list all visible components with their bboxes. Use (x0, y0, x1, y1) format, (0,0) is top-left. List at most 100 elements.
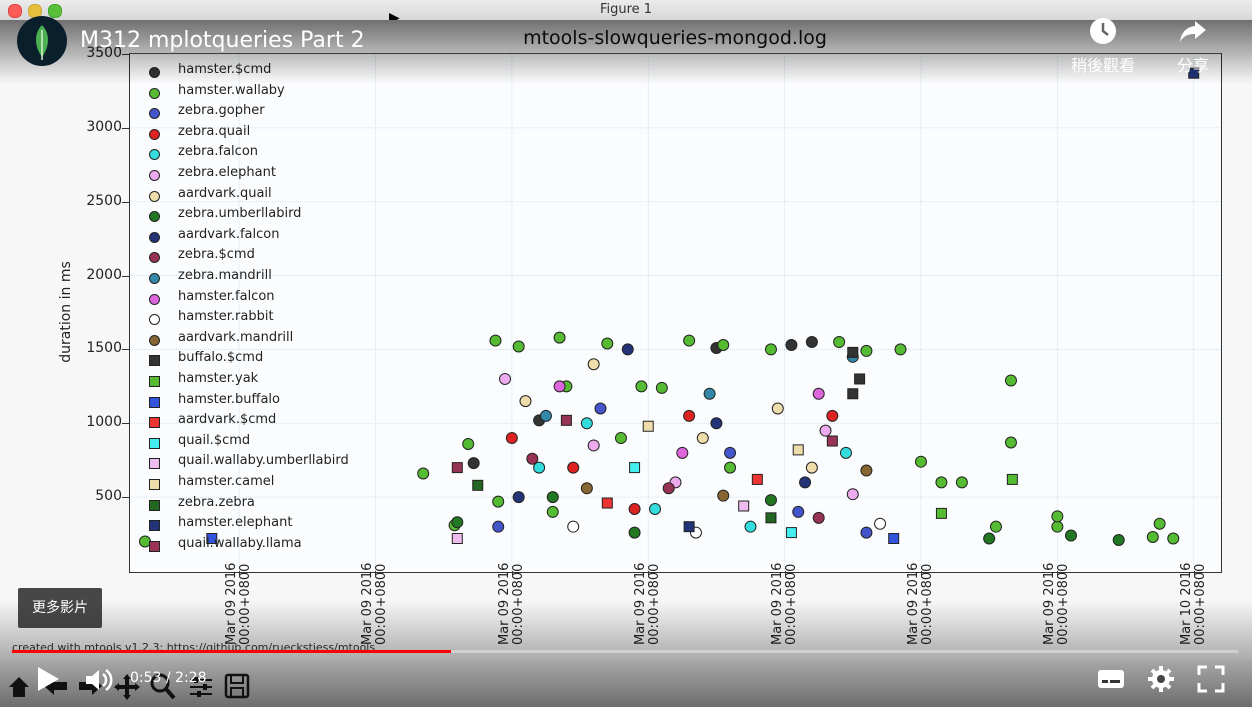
y-tick-label: 500 (95, 488, 122, 505)
scatter-point (955, 476, 968, 489)
scatter-point (546, 491, 559, 504)
x-tick-mark (511, 571, 513, 577)
legend-label: hamster.falcon (178, 288, 275, 304)
legend-marker (149, 273, 160, 284)
scatter-point (888, 533, 900, 545)
scatter-point (812, 387, 825, 400)
scatter-point (1004, 436, 1017, 449)
scatter-point (649, 502, 662, 515)
share-icon (1180, 21, 1206, 42)
legend-marker (149, 293, 160, 305)
scatter-point (1004, 374, 1017, 387)
close-window-icon[interactable] (8, 4, 22, 18)
scatter-point (655, 381, 668, 394)
legend-label: zebra.falcon (178, 144, 259, 160)
scatter-point (512, 340, 525, 353)
scatter-point (805, 336, 818, 349)
legend-marker (149, 128, 160, 140)
scatter-point (567, 461, 580, 474)
scatter-point (717, 489, 730, 502)
fullscreen-icon[interactable] (1196, 664, 1226, 694)
clock-icon (1090, 18, 1116, 44)
scatter-point (553, 331, 566, 344)
y-tick-label: 1500 (86, 340, 122, 357)
share-button[interactable]: 分享 (1153, 16, 1233, 76)
grid-lines (130, 53, 1221, 571)
video-title[interactable]: M312 mplotqueries Part 2 (80, 28, 365, 53)
legend-marker (149, 334, 160, 346)
scatter-point (492, 495, 505, 508)
settings-gear-icon[interactable] (1146, 664, 1176, 694)
window-title: Figure 1 (599, 2, 653, 17)
legend-label: aardvark.$cmd (178, 412, 277, 428)
x-tick-mark (375, 571, 377, 577)
scatter-point (751, 473, 763, 485)
scatter-point (819, 424, 832, 437)
scatter-point (935, 507, 947, 519)
watch-later-button[interactable]: 稍後觀看 (1063, 16, 1143, 76)
scatter-point (533, 461, 546, 474)
scatter-point (785, 527, 797, 539)
x-tick-mark (239, 571, 241, 577)
legend-label: hamster.wallaby (178, 82, 285, 98)
scatter-point (935, 476, 948, 489)
y-tick-mark (122, 54, 129, 55)
legend-marker (149, 355, 160, 367)
scatter-point (683, 409, 696, 422)
legend-label: hamster.buffalo (178, 391, 281, 407)
pan-icon[interactable] (112, 670, 142, 702)
legend-label: aardvark.falcon (178, 226, 280, 242)
legend-marker (149, 231, 160, 243)
legend-marker (149, 396, 160, 408)
scatter-point (642, 420, 654, 432)
matplotlib-toolbar (0, 666, 260, 707)
legend-label: zebra.$cmd (178, 247, 255, 263)
progress-bar[interactable] (12, 650, 1238, 653)
save-icon[interactable] (222, 670, 252, 702)
y-tick-mark (122, 349, 129, 351)
legend-marker (149, 499, 160, 511)
share-label: 分享 (1176, 56, 1209, 75)
legend-marker (149, 149, 160, 161)
zoom-icon[interactable] (148, 670, 178, 702)
scatter-point (826, 409, 839, 422)
legend-marker (149, 540, 160, 552)
y-tick-label: 3000 (86, 118, 122, 135)
play-icon[interactable] (32, 664, 62, 694)
scatter-point (635, 380, 648, 393)
scatter-point (1167, 532, 1180, 545)
scatter-point (662, 482, 675, 495)
scatter-point (847, 346, 859, 358)
y-tick-label: 2500 (86, 192, 122, 209)
volume-icon[interactable] (83, 665, 113, 695)
scatter-point (567, 520, 580, 533)
video-time: 0:53 / 2:28 (130, 670, 207, 686)
subtitles-icon[interactable] (1096, 664, 1126, 694)
zoom-window-icon[interactable] (48, 4, 62, 18)
legend-label: zebra.umberllabird (178, 206, 302, 222)
legend-label: hamster.$cmd (178, 62, 272, 77)
scatter-point (839, 446, 852, 459)
home-icon[interactable] (4, 670, 34, 702)
scatter-point (451, 516, 464, 529)
configure-subplots-icon[interactable] (186, 670, 216, 702)
channel-avatar[interactable] (17, 16, 67, 66)
legend-label: quail.wallaby.llama (178, 535, 302, 551)
scatter-point (764, 343, 777, 356)
x-tick-mark (1193, 571, 1195, 577)
scatter-point (451, 462, 463, 474)
y-tick-mark (122, 497, 129, 499)
scatter-point (546, 505, 559, 518)
scatter-point (833, 336, 846, 349)
more-videos-button[interactable]: 更多影片 (18, 588, 102, 628)
y-tick-mark (122, 127, 129, 129)
scatter-point (499, 372, 512, 385)
progress-bar-played (12, 650, 452, 653)
scatter-point (505, 432, 518, 445)
legend-marker (149, 458, 160, 470)
scatter-point (1146, 531, 1159, 544)
legend-marker (149, 376, 160, 387)
scatter-point (860, 526, 873, 539)
scatter-point (805, 461, 818, 474)
